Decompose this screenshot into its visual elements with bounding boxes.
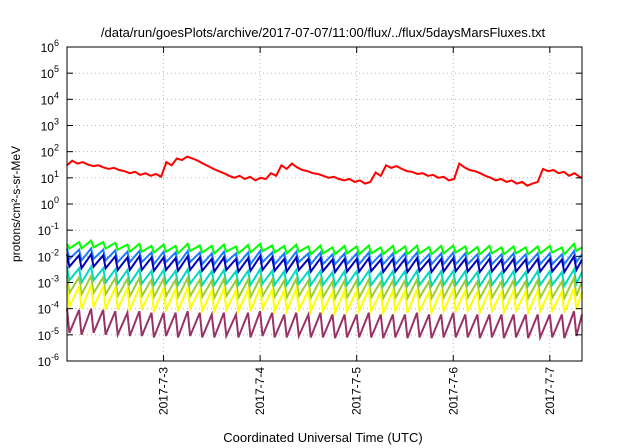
- y-tick-exponent: 4: [54, 90, 59, 100]
- series-group: [66, 155, 583, 342]
- chart-title: /data/run/goesPlots/archive/2017-07-07/1…: [101, 25, 546, 40]
- series-line: [66, 238, 583, 257]
- y-tick-label: 10-3: [38, 274, 59, 291]
- y-tick-label: 10-6: [38, 352, 59, 369]
- y-tick-exponent: 5: [54, 64, 59, 74]
- y-tick-exponent: -2: [51, 247, 59, 257]
- y-axis-label: protons/cm²-s-sr-MeV: [9, 146, 23, 262]
- y-tick-label: 103: [41, 117, 59, 134]
- series-line: [66, 251, 583, 275]
- series-line: [66, 283, 583, 317]
- grid: [67, 47, 582, 361]
- x-tick-label: 2017-7-7: [543, 367, 557, 415]
- y-tick-exponent: 6: [54, 38, 59, 48]
- y-tick-exponent: -5: [51, 326, 59, 336]
- y-tick-exponent: 2: [54, 143, 59, 153]
- x-tick-label: 2017-7-3: [157, 367, 171, 415]
- y-tick-label: 100: [41, 195, 59, 212]
- x-tick-label: 2017-7-4: [253, 367, 267, 415]
- series-line: [66, 155, 583, 187]
- series-line: [66, 272, 583, 302]
- y-tick-label: 101: [41, 169, 59, 186]
- y-tick-label: 102: [41, 143, 59, 160]
- y-tick-base: 10: [41, 198, 55, 212]
- y-tick-base: 10: [41, 146, 55, 160]
- y-tick-base: 10: [41, 120, 55, 134]
- y-tick-exponent: -4: [51, 300, 59, 310]
- series-line: [66, 263, 583, 289]
- y-tick-label: 10-2: [38, 247, 59, 264]
- y-tick-base: 10: [38, 329, 52, 343]
- y-tick-base: 10: [41, 41, 55, 55]
- series-line: [66, 308, 583, 342]
- y-tick-base: 10: [38, 277, 52, 291]
- y-tick-base: 10: [38, 250, 52, 264]
- y-tick-label: 10-4: [38, 300, 59, 317]
- y-axis: 10-610-510-410-310-210-11001011021031041…: [38, 38, 582, 369]
- y-tick-exponent: 1: [54, 169, 59, 179]
- y-tick-exponent: -3: [51, 274, 59, 284]
- y-tick-base: 10: [41, 67, 55, 81]
- y-tick-exponent: -6: [51, 352, 59, 362]
- y-tick-label: 105: [41, 64, 59, 81]
- y-tick-base: 10: [38, 303, 52, 317]
- y-tick-base: 10: [38, 355, 52, 369]
- y-tick-base: 10: [41, 93, 55, 107]
- x-axis: 2017-7-3 2017-7-4 2017-7-5 2017-7-6 2017-7-7: [157, 47, 557, 415]
- y-tick-base: 10: [38, 224, 52, 238]
- y-tick-base: 10: [41, 172, 55, 186]
- y-tick-label: 104: [41, 90, 59, 107]
- y-tick-exponent: 0: [54, 195, 59, 205]
- y-tick-exponent: 3: [54, 117, 59, 127]
- x-tick-label: 2017-7-5: [350, 367, 364, 415]
- y-tick-label: 106: [41, 38, 59, 55]
- y-tick-exponent: -1: [51, 221, 59, 231]
- x-tick-label: 2017-7-6: [446, 367, 460, 415]
- y-tick-label: 10-1: [38, 221, 59, 238]
- y-tick-label: 10-5: [38, 326, 59, 343]
- x-axis-label: Coordinated Universal Time (UTC): [223, 430, 422, 445]
